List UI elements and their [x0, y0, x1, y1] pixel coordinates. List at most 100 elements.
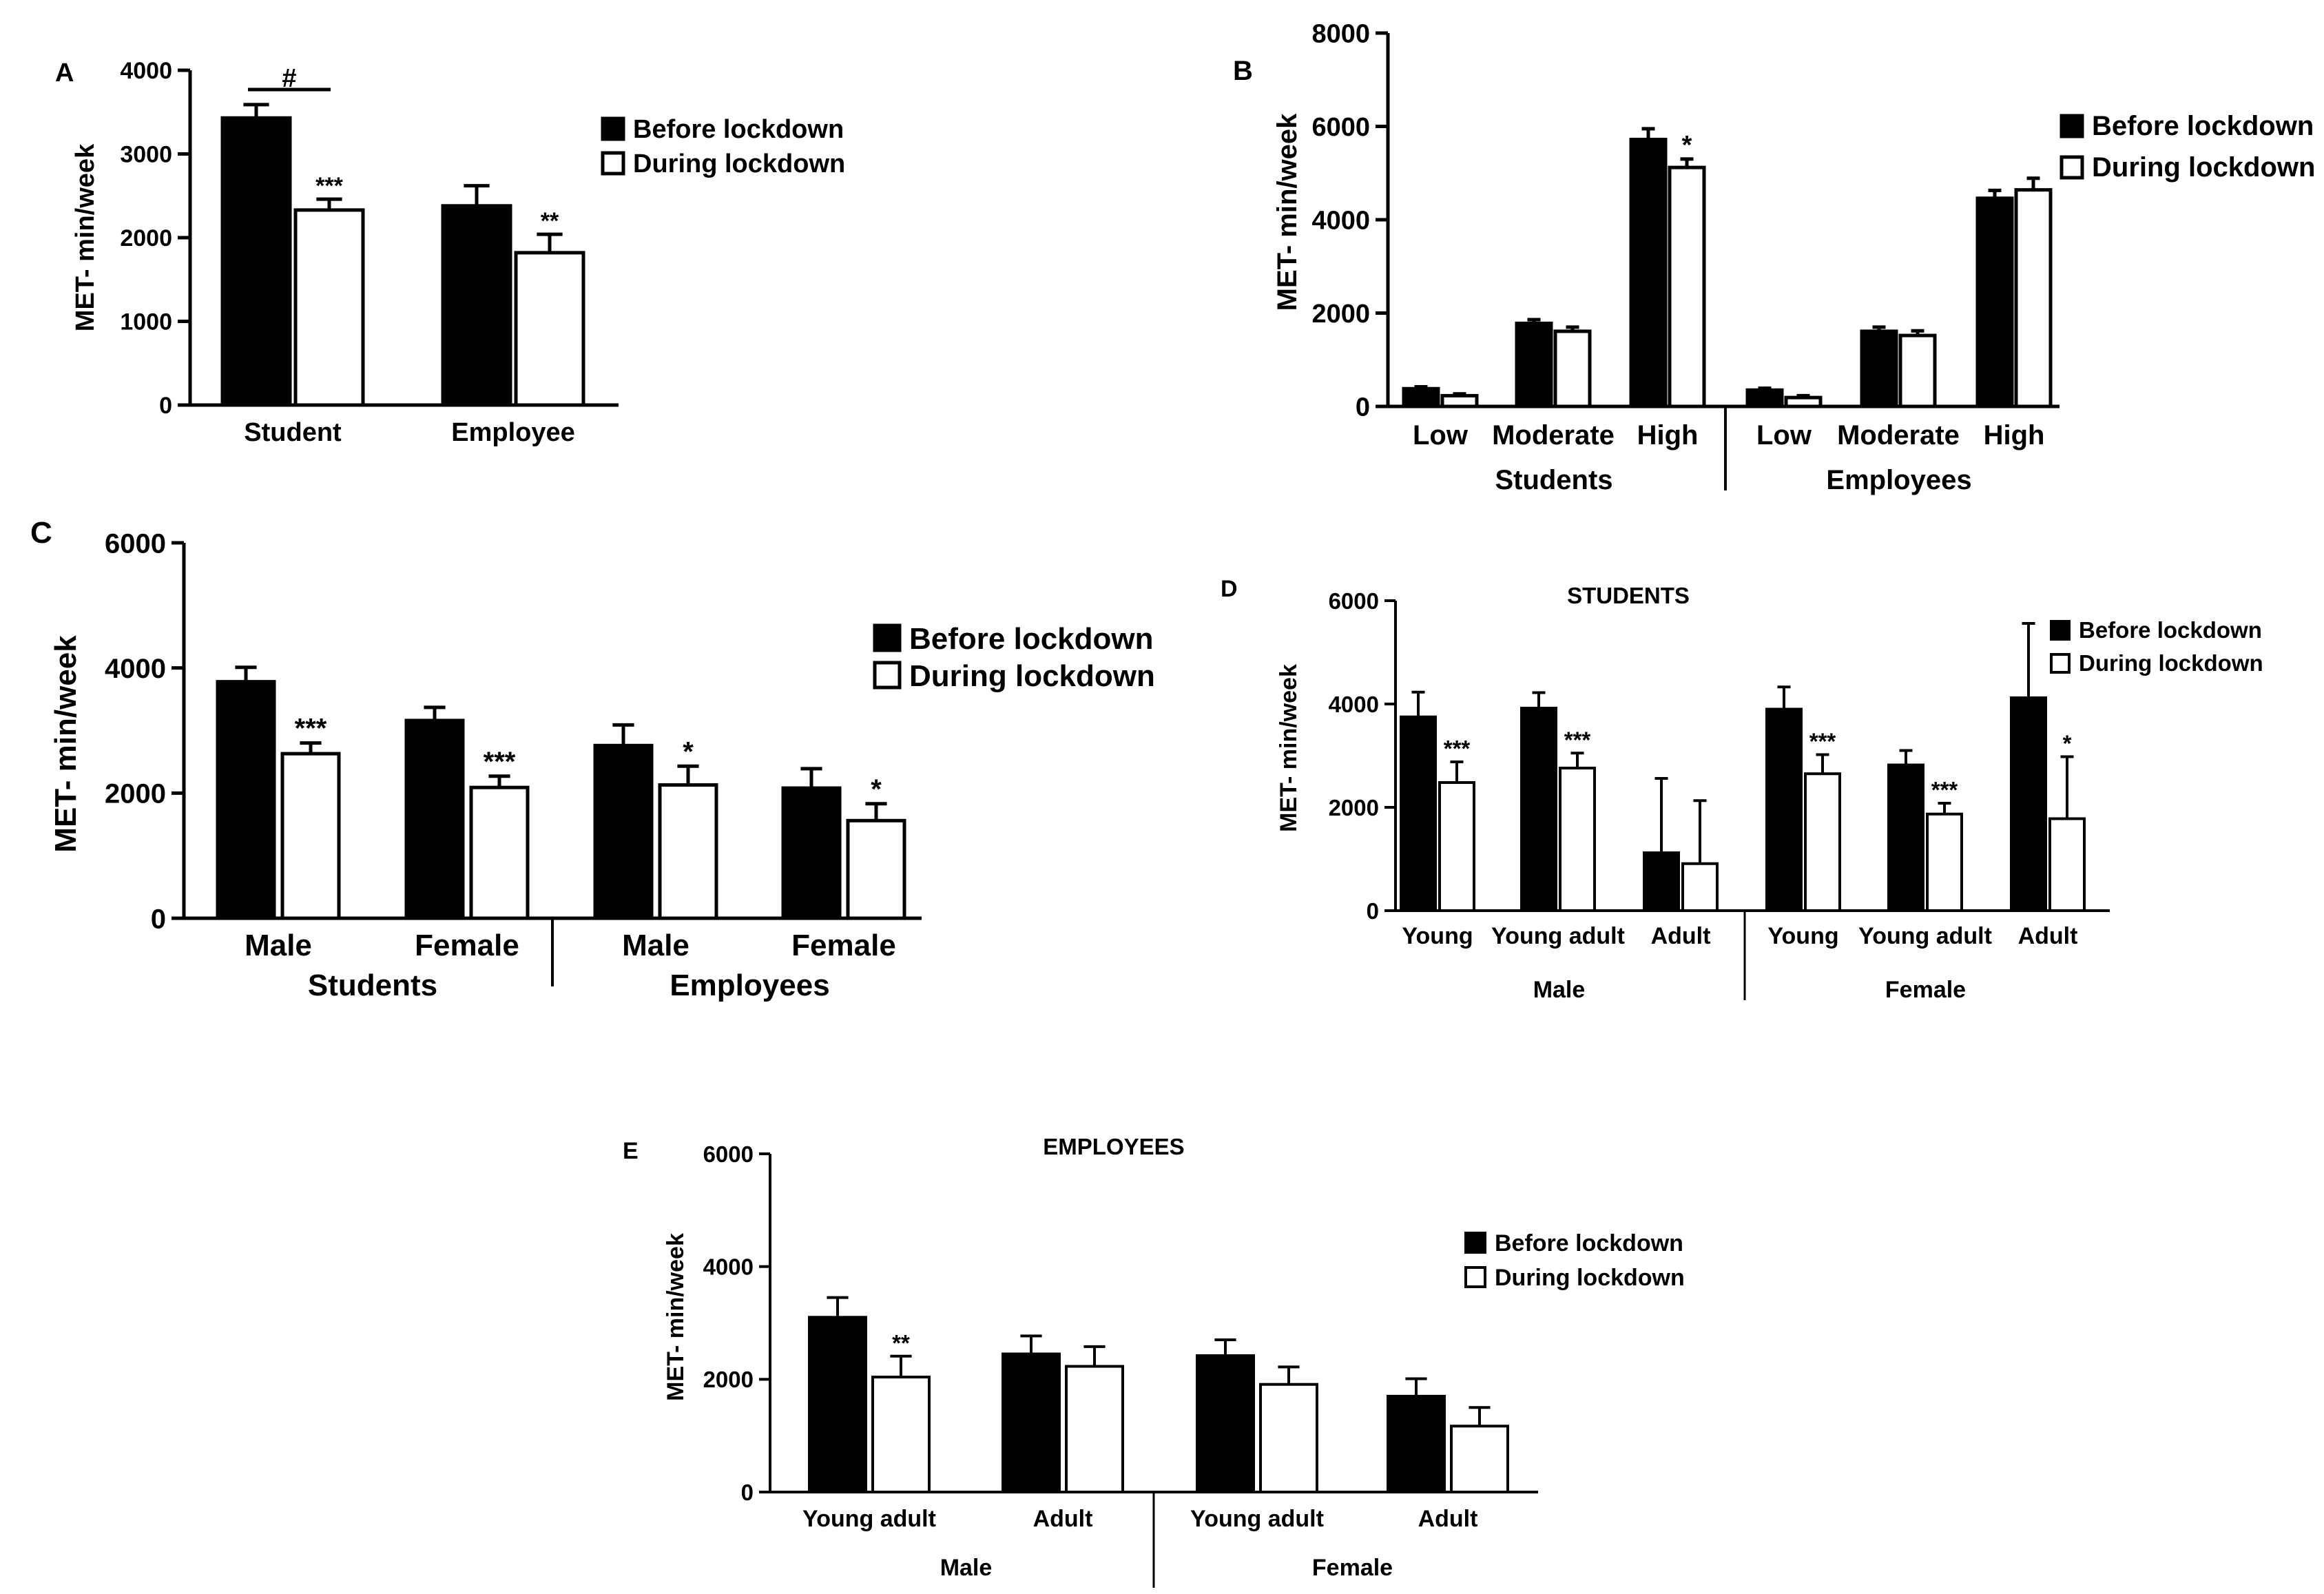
- x-tick-label: Low: [1413, 420, 1469, 451]
- legend-label: Before lockdown: [2079, 617, 2262, 643]
- legend-label: During lockdown: [1495, 1265, 1685, 1291]
- panel-label: D: [1221, 576, 1238, 602]
- bar-before: [1629, 137, 1668, 408]
- significance-marker: **: [541, 208, 559, 234]
- x-tick-label: Young: [1402, 923, 1473, 949]
- bar-before: [220, 116, 292, 407]
- bar-before: [404, 718, 465, 920]
- bar-before: [1765, 707, 1803, 912]
- y-tick-label: 4000: [105, 654, 166, 684]
- y-tick-label: 6000: [703, 1141, 754, 1167]
- y-tick-label: 4000: [120, 58, 172, 84]
- legend-swatch-during: [2060, 155, 2084, 180]
- y-axis-label: MET- min/week: [71, 143, 100, 331]
- section-label: Students: [308, 969, 437, 1002]
- y-axis-label: MET- min/week: [663, 1233, 689, 1401]
- y-tick-label: 8000: [1311, 20, 1370, 49]
- legend-label: Before lockdown: [1495, 1230, 1683, 1256]
- legend-swatch-during: [2050, 653, 2071, 674]
- legend-label: Before lockdown: [633, 115, 844, 144]
- significance-marker: ***: [1564, 727, 1591, 752]
- bar-during: [1668, 165, 1706, 408]
- x-tick-label: Young adult: [1491, 923, 1625, 949]
- bracket-label: #: [282, 64, 296, 93]
- bar-before: [1402, 386, 1440, 408]
- panel-a: A MET- min/week 0 1000 2000 3000 4000 *** Studen…: [55, 58, 845, 447]
- x-tick-label: Moderate: [1837, 420, 1960, 451]
- legend-label: During lockdown: [633, 149, 845, 178]
- y-tick-label: 0: [159, 393, 172, 419]
- legend: Before lockdown During lockdown: [2060, 111, 2315, 183]
- legend-label: During lockdown: [2092, 152, 2315, 183]
- x-tick-label: Young: [1767, 923, 1838, 949]
- bar-during: [1065, 1365, 1124, 1494]
- y-tick-label: 2000: [1329, 795, 1379, 820]
- bar-before: [1887, 763, 1924, 912]
- legend-label: During lockdown: [2079, 650, 2263, 676]
- bar-during: [871, 1376, 931, 1494]
- panel-label: B: [1233, 56, 1253, 86]
- y-axis-label: MET- min/week: [1272, 113, 1303, 311]
- section-label: Employees: [670, 969, 829, 1002]
- y-tick-label: 1000: [120, 309, 172, 335]
- y-tick-label: 0: [1356, 393, 1370, 422]
- section-label: Female: [1312, 1555, 1393, 1581]
- y-tick-label: 6000: [105, 528, 166, 559]
- x-tick-label: Adult: [1651, 923, 1711, 949]
- x-tick-label: Female: [415, 929, 519, 962]
- bar-before: [441, 204, 512, 407]
- legend-label: Before lockdown: [909, 622, 1154, 656]
- bar-during: [280, 752, 341, 920]
- y-tick-label: 2000: [105, 779, 166, 809]
- panel-label: E: [623, 1138, 639, 1164]
- legend-swatch-before: [873, 623, 902, 652]
- bar-before: [1400, 715, 1437, 912]
- x-tick-label: Male: [622, 929, 689, 962]
- bar-before: [1860, 329, 1898, 408]
- bar-during: [1898, 333, 1937, 408]
- x-tick-label: Student: [244, 418, 342, 447]
- significance-marker: ***: [315, 173, 343, 199]
- chart-title: EMPLOYEES: [1043, 1134, 1184, 1159]
- panel-label: C: [30, 516, 52, 550]
- y-tick-label: 6000: [1311, 113, 1370, 142]
- significance-marker: **: [892, 1330, 910, 1356]
- panel-b: B MET- min/week 0 2000 4000 6000 8000 Low Modera…: [1233, 20, 2315, 495]
- section-label: Male: [940, 1555, 993, 1581]
- bar-before: [1515, 321, 1553, 408]
- section-label: Employees: [1826, 465, 1971, 495]
- bar-during: [2048, 817, 2086, 912]
- section-label: Female: [1885, 977, 1966, 1003]
- legend-swatch-before: [1464, 1232, 1486, 1254]
- significance-marker: ***: [484, 747, 516, 777]
- legend-label: Before lockdown: [2092, 111, 2314, 141]
- bar-before: [1387, 1394, 1446, 1493]
- x-tick-label: High: [1637, 420, 1699, 451]
- x-tick-label: Moderate: [1492, 420, 1615, 451]
- significance-marker: ***: [1809, 729, 1836, 754]
- bar-before: [1196, 1354, 1255, 1494]
- x-tick-label: Young adult: [1190, 1506, 1324, 1532]
- significance-marker: *: [871, 774, 882, 805]
- chart-title: STUDENTS: [1567, 583, 1690, 608]
- x-tick-label: Employee: [451, 418, 575, 447]
- legend-swatch-before: [2050, 620, 2071, 641]
- significance-marker: *: [683, 736, 694, 767]
- y-axis-label: MET- min/week: [49, 635, 83, 853]
- y-tick-label: 2000: [120, 225, 172, 251]
- legend-label: During lockdown: [909, 659, 1155, 693]
- bar-before: [1002, 1352, 1061, 1493]
- bar-before: [781, 786, 842, 920]
- x-tick-label: Adult: [1418, 1506, 1478, 1532]
- legend-swatch-during: [601, 151, 625, 176]
- bar-during: [1440, 393, 1479, 408]
- x-tick-label: Female: [791, 929, 896, 962]
- legend: Before lockdown During lockdown: [601, 115, 845, 178]
- significance-marker: ***: [1444, 736, 1471, 761]
- bar-during: [469, 785, 530, 920]
- legend: Before lockdown During lockdown: [2050, 617, 2263, 676]
- legend-swatch-during: [873, 661, 902, 690]
- y-tick-label: 4000: [1329, 692, 1379, 717]
- legend-swatch-before: [601, 116, 625, 141]
